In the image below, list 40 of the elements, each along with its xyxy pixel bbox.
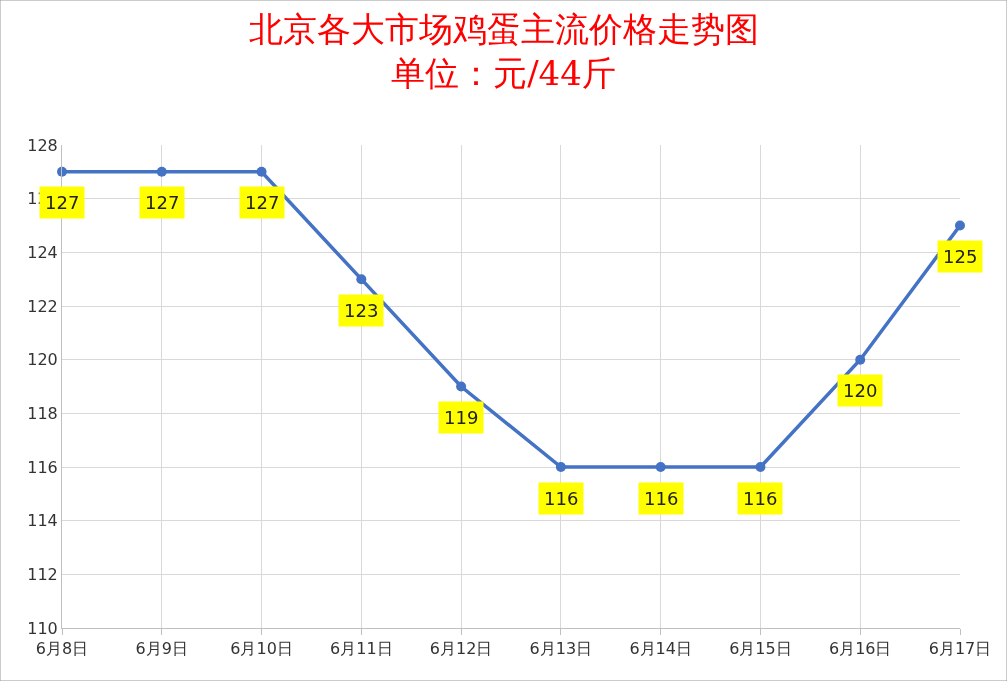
x-tick-label: 6月16日 xyxy=(828,639,892,659)
data-label: 120 xyxy=(843,380,878,401)
x-tick-label: 6月10日 xyxy=(230,639,293,659)
data-label: 127 xyxy=(145,192,180,213)
x-tick-label: 6月17日 xyxy=(928,639,992,659)
data-label: 116 xyxy=(644,488,679,509)
y-tick-label: 128 xyxy=(27,135,58,155)
data-label: 127 xyxy=(245,192,280,213)
y-tick-label: 114 xyxy=(27,511,58,531)
data-label: 116 xyxy=(544,488,579,509)
data-label: 123 xyxy=(344,300,379,321)
point xyxy=(855,354,866,365)
y-tick-label: 110 xyxy=(27,618,58,638)
chart-subtitle: 单位：元/44斤 xyxy=(391,53,616,94)
x-tick-label: 6月9日 xyxy=(135,639,188,659)
y-tick-label: 116 xyxy=(27,457,58,477)
x-tick-label: 6月15日 xyxy=(729,639,792,659)
point xyxy=(356,274,367,285)
data-label: 119 xyxy=(444,407,479,428)
x-tick-label: 6月14日 xyxy=(629,639,692,659)
y-tick-label: 120 xyxy=(27,350,58,370)
point xyxy=(655,462,666,472)
point xyxy=(156,166,167,177)
point xyxy=(955,220,965,231)
chart-title: 北京各大市场鸡蛋主流价格走势图 xyxy=(248,8,759,49)
y-tick-label: 112 xyxy=(27,564,58,584)
point xyxy=(456,381,467,392)
data-label: 127 xyxy=(45,192,80,213)
x-tick-label: 6月11日 xyxy=(330,639,393,659)
data-label: 116 xyxy=(743,488,778,509)
x-tick-label: 6月8日 xyxy=(35,639,89,659)
y-tick-label: 124 xyxy=(27,242,58,262)
y-tick-label: 118 xyxy=(27,403,58,423)
data-label: 125 xyxy=(943,246,978,267)
y-tick-label: 122 xyxy=(27,296,58,316)
x-tick-label: 6月12日 xyxy=(429,639,493,659)
point xyxy=(555,462,566,472)
x-tick-label: 6月13日 xyxy=(529,639,593,659)
point xyxy=(256,166,267,177)
point xyxy=(755,462,766,472)
